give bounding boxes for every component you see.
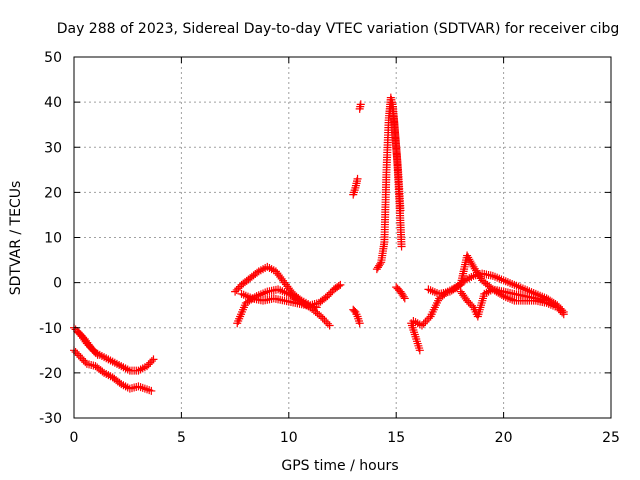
data-point — [417, 321, 426, 330]
data-point — [356, 100, 365, 109]
data-point — [149, 355, 158, 364]
x-tick-label: 5 — [177, 430, 186, 446]
data-point — [415, 346, 424, 355]
y-tick-label: 30 — [44, 140, 62, 156]
data-point — [397, 242, 406, 251]
series-track-i — [355, 100, 365, 113]
y-tick-label: 50 — [44, 50, 62, 66]
x-tick-label: 15 — [387, 430, 405, 446]
x-tick-labels: 0 5 10 15 20 25 — [70, 430, 620, 446]
y-tick-label: 10 — [44, 231, 62, 247]
data-point — [312, 303, 321, 312]
chart-title: Day 288 of 2023, Sidereal Day-to-day VTE… — [57, 21, 620, 37]
x-tick-label: 25 — [602, 430, 620, 446]
data-point — [323, 319, 332, 328]
data-point — [317, 312, 326, 321]
x-tick-label: 10 — [280, 430, 298, 446]
series-track-m — [407, 319, 424, 355]
series-track-b — [70, 346, 156, 395]
data-point — [318, 314, 327, 323]
data-marks — [70, 93, 568, 395]
data-point — [322, 317, 331, 326]
x-axis-label: GPS time / hours — [281, 458, 398, 474]
series-track-f — [237, 289, 321, 312]
y-tick-label: 20 — [44, 185, 62, 201]
data-point — [147, 386, 156, 395]
data-point — [353, 174, 362, 183]
data-point — [325, 321, 334, 330]
data-point — [399, 292, 408, 301]
y-tick-label: -10 — [39, 321, 62, 337]
series-track-k — [385, 98, 405, 215]
data-point — [355, 319, 364, 328]
data-point — [421, 317, 430, 326]
data-point — [320, 316, 329, 325]
series-track-l — [392, 283, 409, 303]
chart-ticks — [73, 56, 612, 419]
series-track-c — [74, 328, 102, 359]
data-point — [400, 294, 409, 303]
data-point — [559, 310, 568, 319]
series-track-g — [349, 174, 362, 199]
y-axis-label: SDTVAR / TECUs — [8, 181, 24, 296]
data-point — [315, 310, 324, 319]
y-tick-label: -20 — [39, 366, 62, 382]
data-point — [92, 349, 101, 358]
data-point — [93, 350, 102, 359]
data-point — [558, 308, 567, 317]
y-tick-labels: -30 -20 -10 0 10 20 30 40 50 — [39, 50, 62, 427]
y-tick-label: 40 — [44, 95, 62, 111]
data-point — [419, 319, 428, 328]
data-point — [376, 260, 385, 269]
data-point — [147, 357, 156, 366]
data-point — [424, 314, 433, 323]
chart-grid — [74, 57, 611, 418]
data-point — [334, 282, 343, 291]
data-point — [396, 206, 405, 215]
data-point — [542, 296, 551, 305]
series-track-h — [349, 305, 364, 328]
data-point — [423, 316, 432, 325]
data-point — [336, 280, 345, 289]
y-tick-label: -30 — [39, 411, 62, 427]
y-tick-label: 0 — [53, 276, 62, 292]
series-track-p — [456, 285, 551, 321]
x-tick-label: 20 — [495, 430, 513, 446]
x-tick-label: 0 — [70, 430, 79, 446]
